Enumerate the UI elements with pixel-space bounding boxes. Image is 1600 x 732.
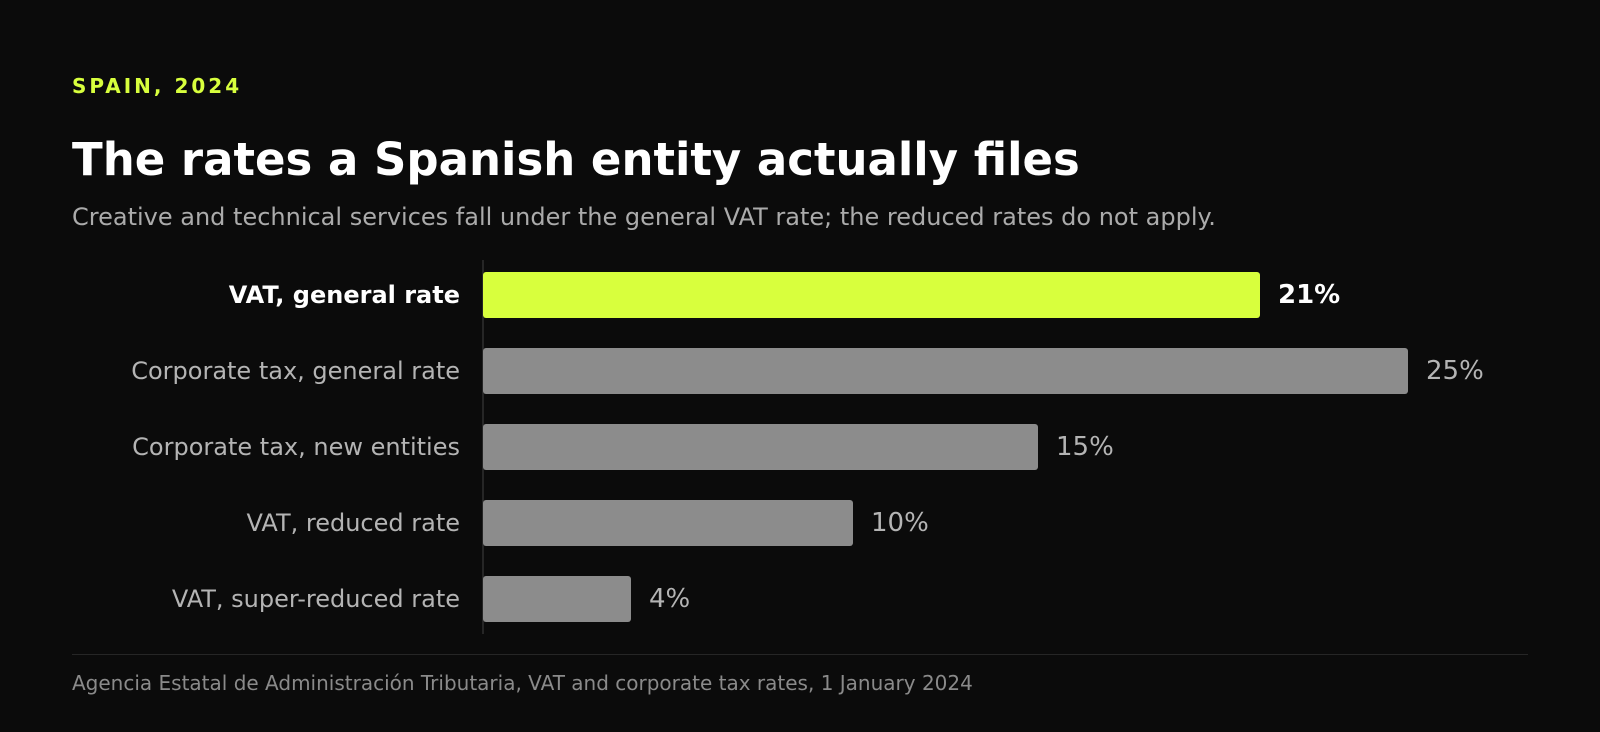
category-label: Corporate tax, new entities [132, 433, 460, 461]
category-label: VAT, super-reduced rate [172, 585, 460, 613]
bar-chart: VAT, general rate 21% Corporate tax, gener… [131, 260, 1484, 634]
bar [483, 500, 853, 546]
category-label: VAT, general rate [229, 281, 460, 309]
bar [483, 424, 1038, 470]
chart-title: The rates a Spanish entity actually file… [72, 133, 1080, 186]
bar [483, 576, 631, 622]
bar [483, 272, 1260, 318]
value-label: 21% [1278, 280, 1340, 310]
chart-subtitle: Creative and technical services fall und… [72, 203, 1216, 231]
value-label: 15% [1056, 432, 1114, 462]
value-label: 25% [1426, 356, 1484, 386]
eyebrow-label: SPAIN, 2024 [72, 74, 243, 98]
bar [483, 348, 1408, 394]
source-note: Agencia Estatal de Administración Tribut… [72, 671, 973, 695]
category-label: Corporate tax, general rate [131, 357, 460, 385]
footer-divider [72, 654, 1528, 655]
value-label: 4% [649, 584, 690, 614]
value-label: 10% [871, 508, 929, 538]
bar-group: VAT, general rate 21% Corporate tax, gener… [131, 272, 1484, 622]
category-label: VAT, reduced rate [247, 509, 460, 537]
